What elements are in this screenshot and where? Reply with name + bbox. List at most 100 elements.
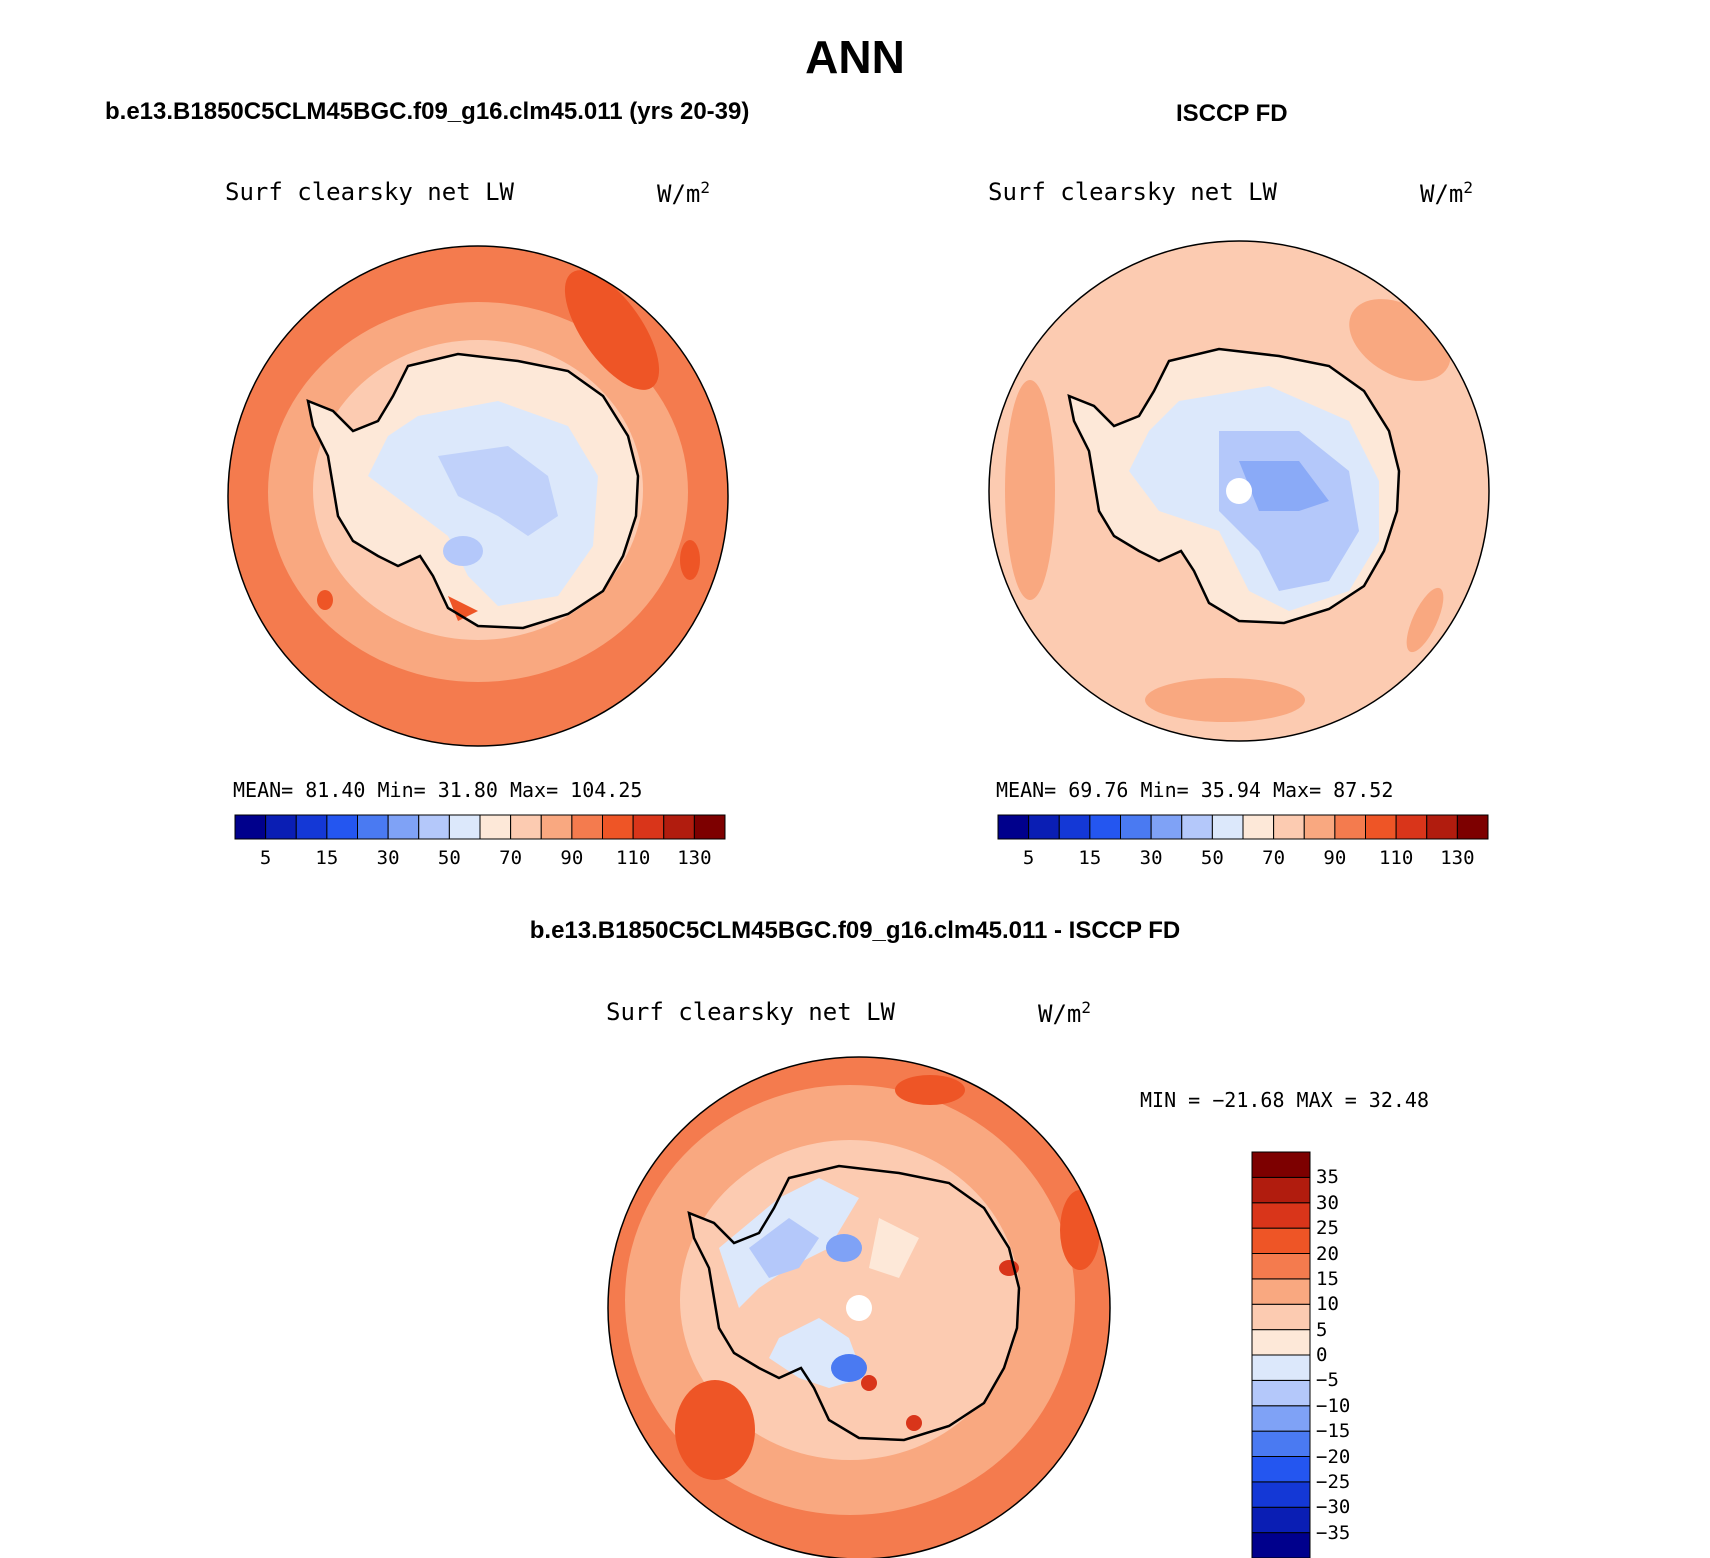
colorbar-difference-tick-label: −25 <box>1316 1470 1351 1493</box>
colorbar-obs-tick-label: 90 <box>1323 847 1347 869</box>
colorbar-model-swatch <box>693 814 726 840</box>
colorbar-model-tick-label: 15 <box>315 847 339 869</box>
colorbar-obs-tick-label: 70 <box>1262 847 1286 869</box>
colorbar-difference-tick-label: 35 <box>1316 1166 1339 1189</box>
panel1-stats: MEAN= 81.40 Min= 31.80 Max= 104.25 <box>233 778 643 802</box>
colorbar-difference-tick-label: −15 <box>1316 1420 1351 1443</box>
colorbar-model-swatch <box>418 814 450 840</box>
colorbar-difference-swatch <box>1251 1481 1311 1508</box>
colorbar-difference-swatch <box>1251 1354 1311 1381</box>
colorbar-model-swatch <box>357 814 389 840</box>
colorbar-obs-swatch <box>1456 814 1489 840</box>
map-model <box>228 246 728 746</box>
colorbar-difference-swatch <box>1251 1151 1311 1178</box>
colorbar-obs-swatch <box>1334 814 1366 840</box>
colorbar-difference-tick-label: 0 <box>1316 1344 1328 1366</box>
colorbar-difference-swatch <box>1251 1303 1311 1331</box>
colorbar-model-swatch <box>479 814 512 840</box>
colorbar-obs-swatch <box>1089 814 1121 840</box>
colorbar-obs-tick-label: 5 <box>1022 847 1035 869</box>
colorbar-obs-swatch <box>1120 814 1152 840</box>
colorbar-difference-tick-label: −20 <box>1316 1445 1351 1468</box>
map-difference <box>608 1057 1110 1558</box>
colorbar-model-tick-label: 90 <box>560 847 584 869</box>
colorbar-difference <box>1251 1151 1311 1558</box>
map-difference-boundary <box>607 1056 1111 1558</box>
obs-dataset-title: ISCCP FD <box>1176 100 1288 127</box>
panel3-units-label: W/m2 <box>1038 998 1091 1028</box>
panel3-variable-label: Surf clearsky net LW <box>606 998 895 1026</box>
colorbar-difference-swatch <box>1251 1532 1311 1558</box>
colorbar-obs <box>997 814 1489 840</box>
map-model-boundary <box>227 245 729 747</box>
colorbar-difference-tick-label: −35 <box>1316 1521 1351 1544</box>
colorbar-obs-swatch <box>1181 814 1213 840</box>
colorbar-model-swatch <box>234 814 267 840</box>
figure-title: ANN <box>805 31 905 83</box>
colorbar-difference-swatch <box>1251 1430 1311 1457</box>
colorbar-obs-swatch <box>1273 814 1305 840</box>
colorbar-difference-swatch <box>1251 1329 1311 1356</box>
colorbar-model <box>234 814 726 840</box>
colorbar-difference-swatch <box>1251 1202 1311 1229</box>
map-obs <box>989 241 1489 741</box>
colorbar-model-swatch <box>295 814 328 840</box>
colorbar-difference-tick-label: 25 <box>1316 1217 1339 1240</box>
colorbar-obs-tick-label: 15 <box>1078 847 1102 869</box>
colorbar-difference-tick-label: 10 <box>1316 1293 1339 1316</box>
colorbar-model-swatch <box>632 814 665 840</box>
model-case-title: b.e13.B1850C5CLM45BGC.f09_g16.clm45.011 … <box>105 98 750 125</box>
colorbar-difference-swatch <box>1251 1456 1311 1483</box>
colorbar-model-swatch <box>387 814 420 840</box>
colorbar-obs-swatch <box>1211 814 1244 840</box>
colorbar-model-tick-label: 50 <box>437 847 461 869</box>
colorbar-obs-swatch <box>1058 814 1091 840</box>
colorbar-difference-swatch <box>1251 1278 1311 1305</box>
colorbar-obs-swatch <box>997 814 1030 840</box>
colorbar-model-swatch <box>540 814 573 840</box>
colorbar-model-tick-label: 30 <box>376 847 400 869</box>
colorbar-difference-swatch <box>1251 1227 1311 1254</box>
colorbar-difference-tick-label: −5 <box>1316 1369 1339 1392</box>
colorbar-model-swatch <box>326 814 358 840</box>
colorbar-obs-tick-label: 30 <box>1139 847 1163 869</box>
colorbar-difference-swatch <box>1251 1253 1311 1280</box>
colorbar-difference-tick-label: −10 <box>1316 1394 1351 1417</box>
map-obs-boundary <box>988 240 1490 742</box>
colorbar-obs-swatch <box>1303 814 1336 840</box>
colorbar-obs-swatch <box>1150 814 1183 840</box>
colorbar-difference-tick-label: 20 <box>1316 1242 1339 1265</box>
colorbar-obs-swatch <box>1242 814 1275 840</box>
colorbar-model-tick-label: 130 <box>677 847 712 869</box>
colorbar-obs-swatch <box>1028 814 1060 840</box>
colorbar-obs-swatch <box>1395 814 1428 840</box>
colorbar-difference-swatch <box>1251 1405 1311 1432</box>
panel1-variable-label: Surf clearsky net LW <box>225 178 514 206</box>
colorbar-model-tick-label: 70 <box>499 847 523 869</box>
colorbar-model-swatch <box>265 814 297 840</box>
colorbar-model-tick-label: 110 <box>615 847 651 869</box>
colorbar-model-swatch <box>602 814 634 840</box>
colorbar-difference-swatch <box>1251 1379 1311 1407</box>
colorbar-difference-tick-label: 5 <box>1316 1318 1328 1341</box>
colorbar-obs-tick-label: 130 <box>1440 847 1475 869</box>
difference-title: b.e13.B1850C5CLM45BGC.f09_g16.clm45.011 … <box>529 917 1181 944</box>
panel1-units-label: W/m2 <box>657 178 710 208</box>
colorbar-model-swatch <box>448 814 481 840</box>
colorbar-model-swatch <box>663 814 695 840</box>
panel2-variable-label: Surf clearsky net LW <box>988 178 1277 206</box>
colorbar-difference-tick-label: −30 <box>1316 1496 1351 1519</box>
colorbar-obs-swatch <box>1426 814 1458 840</box>
colorbar-model-swatch <box>571 814 603 840</box>
colorbar-difference-swatch <box>1251 1506 1311 1534</box>
colorbar-difference-tick-label: 15 <box>1316 1267 1339 1290</box>
panel2-stats: MEAN= 69.76 Min= 35.94 Max= 87.52 <box>996 778 1394 802</box>
panel2-units-label: W/m2 <box>1420 178 1473 208</box>
colorbar-difference-swatch <box>1251 1176 1311 1204</box>
colorbar-obs-tick-label: 110 <box>1378 847 1414 869</box>
colorbar-model-swatch <box>510 814 542 840</box>
colorbar-difference-tick-label: 30 <box>1316 1191 1339 1214</box>
panel3-stats: MIN = −21.68 MAX = 32.48 <box>1140 1088 1429 1112</box>
colorbar-obs-swatch <box>1365 814 1397 840</box>
